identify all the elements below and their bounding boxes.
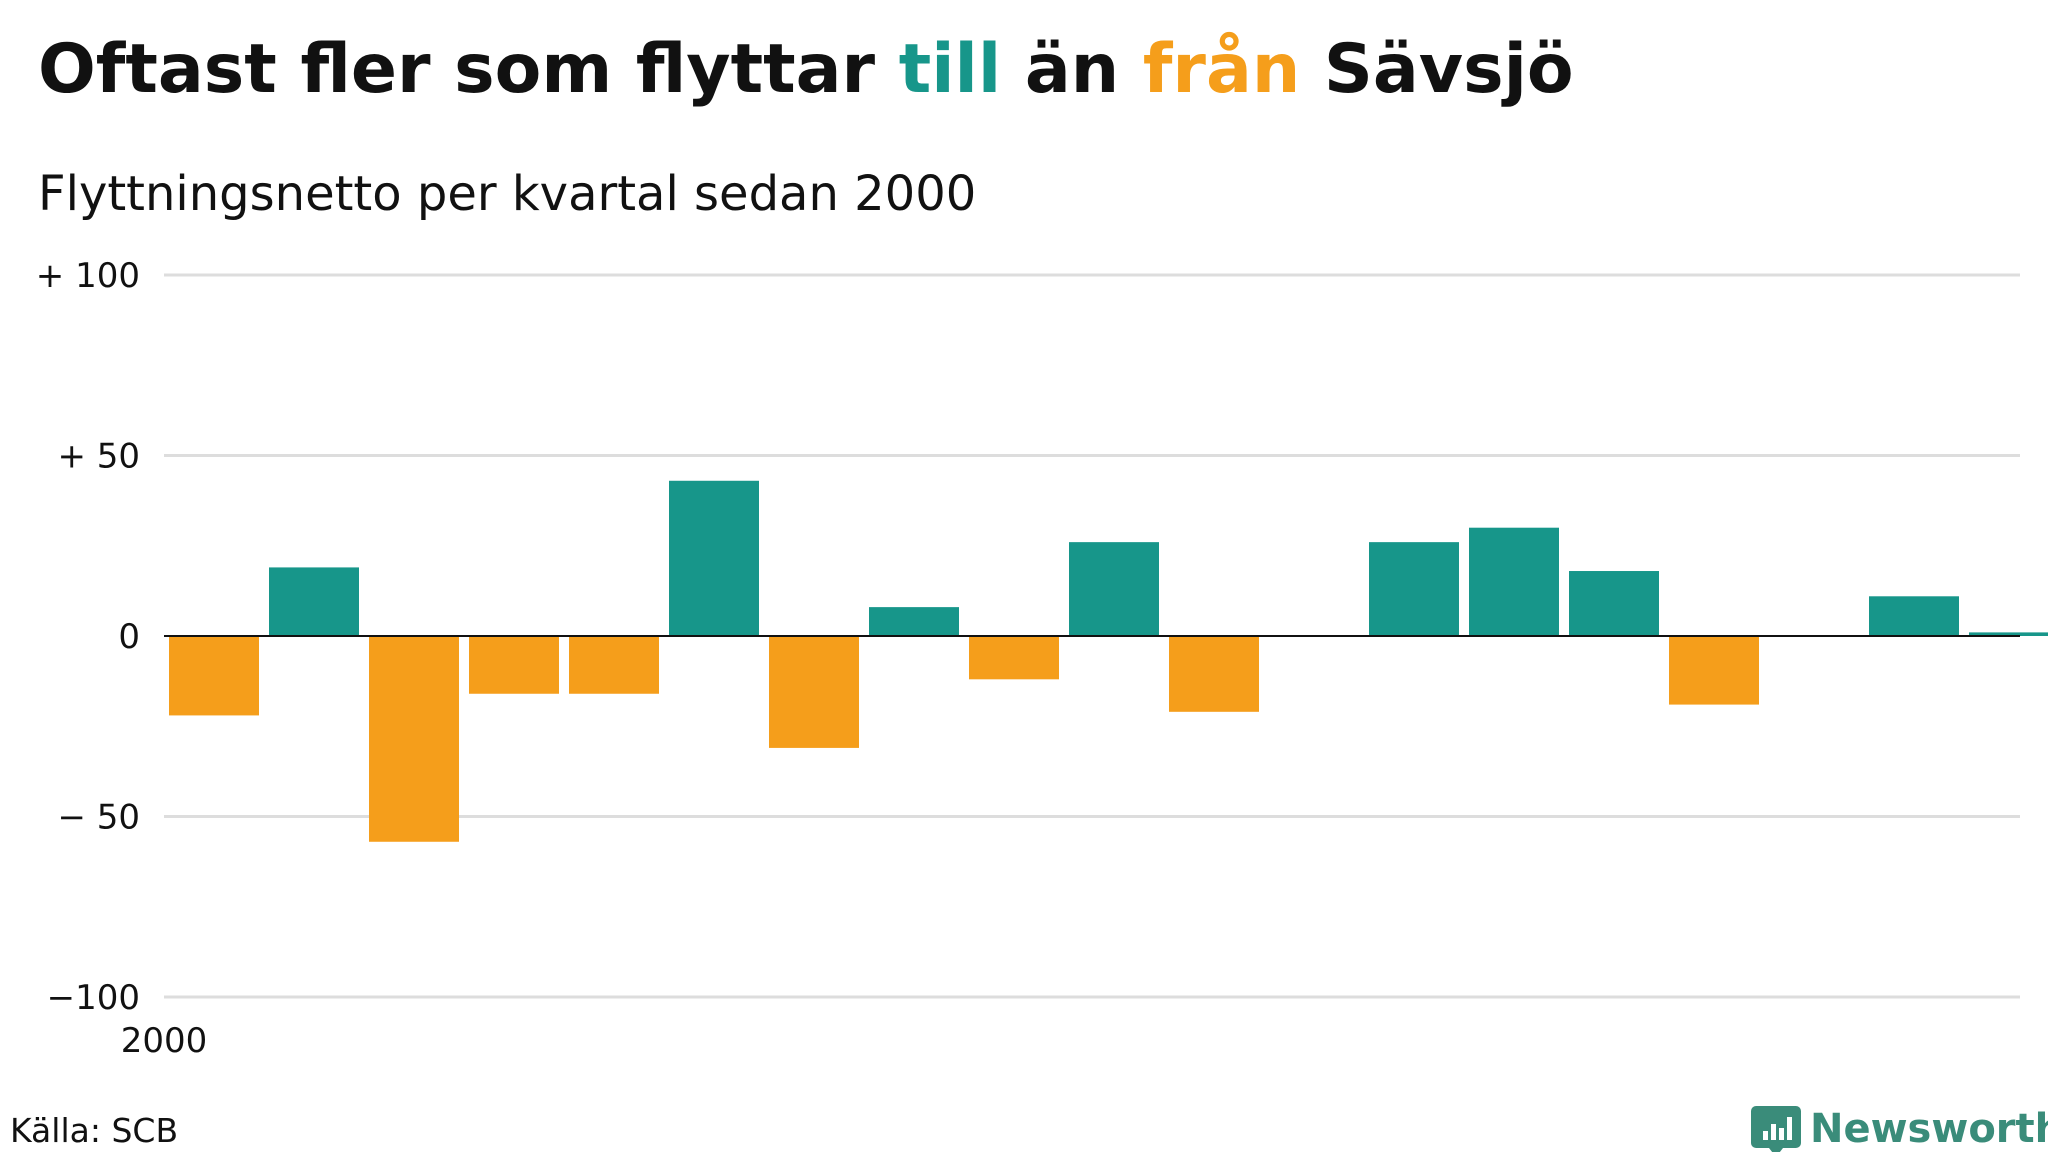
source-label: Källa: SCB	[10, 1111, 178, 1150]
y-tick-label: − 50	[57, 798, 140, 838]
bar-negative	[169, 636, 259, 716]
bar-negative	[469, 636, 559, 694]
newsworthy-logo-icon	[1751, 1106, 1801, 1152]
x-axis-tick-labels: 20002005201020152020	[121, 1021, 208, 1061]
y-tick-label: 0	[118, 617, 140, 657]
y-tick-label: + 100	[36, 256, 140, 296]
bar-negative	[969, 636, 1059, 680]
bar-positive	[269, 567, 359, 636]
title-part-fran: från	[1143, 30, 1300, 109]
brand-name: Newsworthy	[1810, 1106, 2048, 1152]
x-tick-label: 2000	[121, 1021, 208, 1061]
bar-positive	[1869, 596, 1959, 636]
bar-positive	[869, 607, 959, 636]
bar-negative	[769, 636, 859, 748]
bar-positive	[1469, 527, 1559, 636]
chart-subtitle: Flyttningsnetto per kvartal sedan 2000	[38, 166, 976, 222]
y-tick-label: + 50	[57, 437, 140, 477]
bar-negative	[1669, 636, 1759, 705]
bar-negative	[369, 636, 459, 842]
bars	[169, 480, 2048, 842]
chart-title: Oftast fler som flyttar till än från Säv…	[38, 30, 1574, 109]
title-part-5: Sävsjö	[1300, 30, 1573, 109]
bar-negative	[1169, 636, 1259, 712]
newsworthy-logo[interactable]: Newsworthy	[1751, 1106, 2048, 1152]
bar-positive	[1369, 542, 1459, 636]
bar-positive	[669, 480, 759, 636]
grid-lines	[164, 273, 2020, 999]
bar-positive	[1569, 571, 1659, 636]
y-tick-label: −100	[47, 978, 140, 1018]
bar-positive	[1969, 632, 2048, 636]
title-part-till: till	[899, 30, 1001, 109]
y-axis-tick-labels: + 100 + 50 0 − 50 −100	[36, 256, 140, 1018]
title-part-1: Oftast fler som flyttar	[38, 30, 899, 109]
bar-negative	[569, 636, 659, 694]
bar-positive	[1069, 542, 1159, 636]
title-part-3: än	[1001, 30, 1143, 109]
